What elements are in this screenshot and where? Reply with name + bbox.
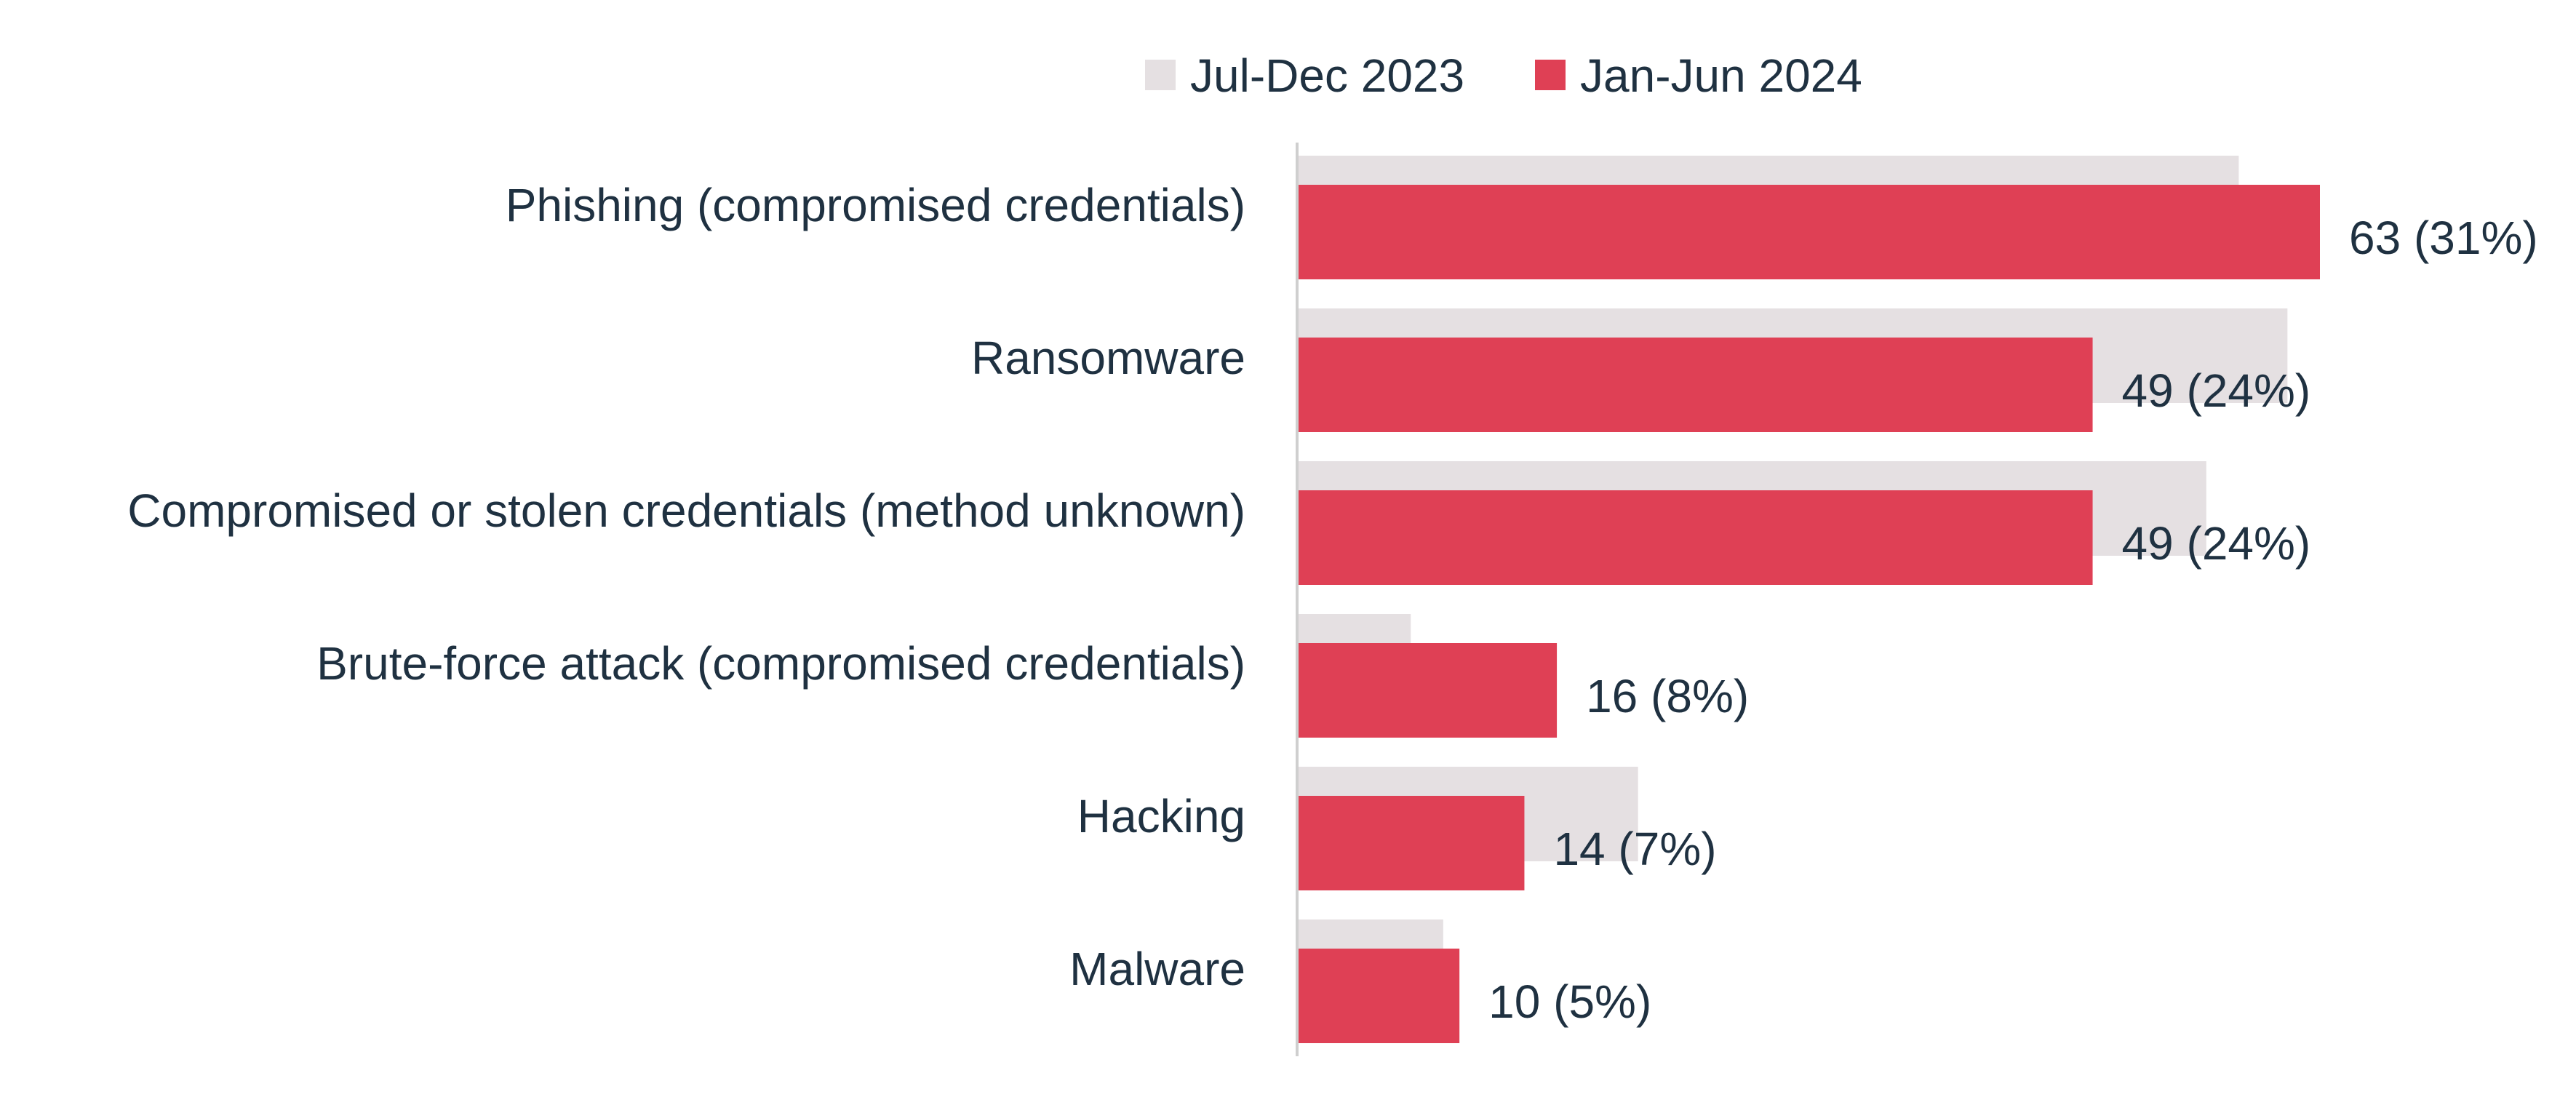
legend-swatch-jan-jun-2024 <box>1535 60 1566 90</box>
category-label-phishing-compromised-credentials: Phishing (compromised credentials) <box>506 179 1245 231</box>
data-label-hacking: 14 (7%) <box>1553 823 1716 875</box>
bar-jan-jun-2024-hacking <box>1297 796 1525 890</box>
category-label-hacking: Hacking <box>1077 790 1245 842</box>
legend-swatch-jul-dec-2023 <box>1145 60 1176 90</box>
bars <box>1297 156 2320 1043</box>
bar-jan-jun-2024-ransomware <box>1297 338 2093 432</box>
bar-jan-jun-2024-phishing-compromised-credentials <box>1297 185 2320 279</box>
data-label-compromised-or-stolen-credentials-method-unknown: 49 (24%) <box>2122 517 2311 570</box>
bar-jan-jun-2024-malware <box>1297 949 1460 1043</box>
category-label-malware: Malware <box>1069 943 1245 995</box>
data-labels: 63 (31%) 49 (24%) 49 (24%) 16 (8%) 14 (7%) 10… <box>1488 212 2538 1028</box>
category-label-ransomware: Ransomware <box>971 332 1245 384</box>
bar-jan-jun-2024-brute-force-attack-compromised-credentials <box>1297 643 1558 738</box>
category-labels: Phishing (compromised credentials) Ransom… <box>127 179 1245 995</box>
data-label-brute-force-attack-compromised-credentials: 16 (8%) <box>1586 670 1749 722</box>
data-label-ransomware: 49 (24%) <box>2122 364 2311 417</box>
data-label-malware: 10 (5%) <box>1488 976 1651 1028</box>
legend: Jul-Dec 2023 Jan-Jun 2024 <box>1145 49 1862 102</box>
legend-label-jul-dec-2023: Jul-Dec 2023 <box>1190 49 1464 102</box>
data-label-phishing-compromised-credentials: 63 (31%) <box>2349 212 2538 264</box>
bar-jan-jun-2024-compromised-or-stolen-credentials-method-unknown <box>1297 490 2093 585</box>
category-label-brute-force-attack-compromised-credentials: Brute-force attack (compromised credenti… <box>316 637 1245 690</box>
legend-label-jan-jun-2024: Jan-Jun 2024 <box>1580 49 1862 102</box>
category-label-compromised-or-stolen-credentials-method-unknown: Compromised or stolen credentials (metho… <box>127 484 1245 537</box>
